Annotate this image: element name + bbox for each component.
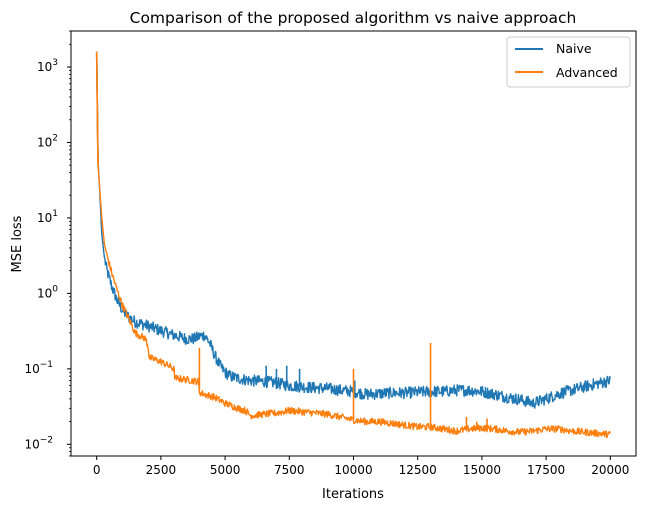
x-tick-label: 17500 [527, 463, 565, 477]
series-line-advanced [95, 51, 611, 439]
x-tick-label: 15000 [463, 463, 501, 477]
y-tick-label: 10−2 [24, 435, 53, 451]
x-tick-label: 2500 [146, 463, 177, 477]
plot-area [95, 51, 611, 439]
y-axis-label: MSE loss [10, 215, 25, 272]
x-tick-label: 12500 [399, 463, 437, 477]
y-tick-label: 102 [37, 133, 58, 149]
initial-drop-advanced [95, 51, 99, 166]
x-tick-label: 5000 [210, 463, 241, 477]
legend-label-advanced: Advanced [556, 65, 618, 80]
y-tick-label: 101 [37, 209, 58, 225]
chart-title: Comparison of the proposed algorithm vs … [130, 9, 577, 27]
y-axis: 10−2 10−1 100 101 102 103 [24, 30, 71, 457]
x-tick-label: 10000 [334, 463, 372, 477]
y-tick-label: 10−1 [24, 360, 53, 376]
x-tick-label: 7500 [274, 463, 305, 477]
x-axis-label: Iterations [322, 487, 384, 502]
series-advanced [95, 51, 611, 439]
x-tick-label: 0 [93, 463, 101, 477]
y-tick-label: 100 [37, 284, 58, 300]
legend-label-naive: Naive [556, 41, 592, 56]
legend: Naive Advanced [506, 36, 631, 88]
y-tick-label: 103 [37, 58, 58, 74]
x-axis: 0 2500 5000 7500 10000 12500 15000 17500 20000 [93, 456, 629, 477]
x-tick-label: 20000 [591, 463, 629, 477]
